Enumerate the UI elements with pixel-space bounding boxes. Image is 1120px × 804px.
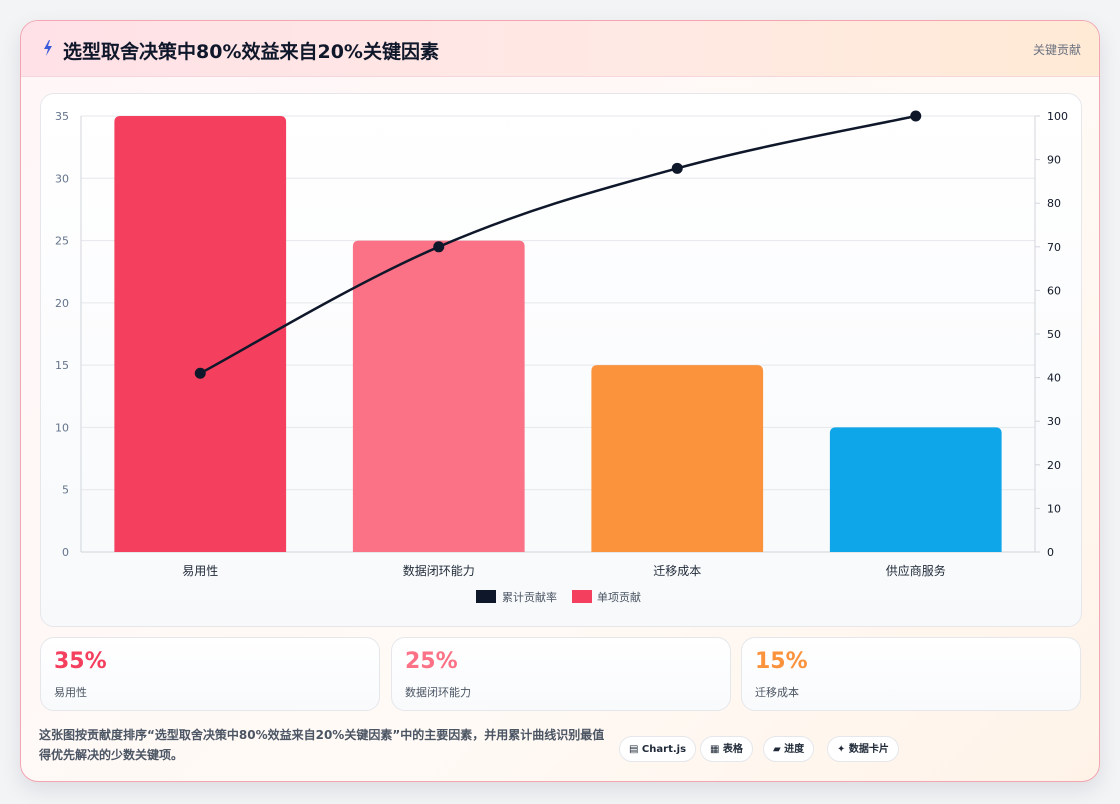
y-right-tick-label: 100	[1047, 110, 1068, 123]
stat-label: 易用性	[54, 686, 87, 699]
y-right-tick-label: 0	[1047, 546, 1054, 559]
card-header: 选型取舍决策中80%效益来自20%关键因素 关键贡献	[21, 21, 1099, 77]
y-right-tick-label: 30	[1047, 415, 1061, 428]
stat-value: 35%	[54, 649, 107, 674]
y-left-tick-label: 15	[55, 359, 69, 372]
y-right-tick-label: 10	[1047, 502, 1061, 515]
legend-label-cumulative: 累计贡献率	[502, 590, 557, 604]
y-left-tick-label: 25	[55, 235, 69, 248]
y-left-tick-label: 35	[55, 110, 69, 123]
y-left-tick-label: 10	[55, 421, 69, 434]
stat-value: 25%	[405, 649, 458, 674]
dashboard-card: 选型取舍决策中80%效益来自20%关键因素 关键贡献 0 5 10 15 20 25 30 3…	[20, 20, 1100, 782]
y-left-tick-label: 5	[62, 484, 69, 497]
stat-value: 15%	[755, 649, 808, 674]
y-left-tick-label: 30	[55, 172, 69, 185]
stat-card-3: 15% 迁移成本	[741, 637, 1081, 711]
x-category-label: 供应商服务	[886, 563, 946, 578]
y-right-tick-label: 90	[1047, 154, 1061, 167]
y-right-tick-label: 60	[1047, 284, 1061, 297]
lightning-icon	[44, 40, 52, 56]
chart-description: 这张图按贡献度排序“选型取舍决策中80%效益来自20%关键因素”中的主要因素，并…	[39, 728, 605, 762]
cumulative-point	[910, 110, 922, 122]
bar-2	[352, 240, 525, 553]
y-right-tick-label: 80	[1047, 197, 1061, 210]
cumulative-point	[433, 241, 445, 253]
y-right-tick-label: 20	[1047, 459, 1061, 472]
pareto-chart: 0 5 10 15 20 25 30 35 0 10 20 30 40 50 60 70 80 90 100 易用性 数…	[55, 110, 1068, 604]
cumulative-point	[194, 367, 206, 379]
header-tag: 关键贡献	[1032, 43, 1081, 57]
legend-label-single: 单项贡献	[597, 590, 641, 604]
legend-swatch-cumulative	[476, 590, 496, 603]
bar-1	[114, 116, 287, 552]
stat-label: 迁移成本	[755, 686, 799, 699]
pill-progress[interactable]: ▰ 进度	[763, 736, 815, 762]
bar-3	[591, 365, 764, 552]
stat-card-1: 35% 易用性	[40, 637, 380, 711]
legend-swatch-single	[572, 590, 592, 603]
y-left-tick-label: 20	[55, 297, 69, 310]
pill-chartjs[interactable]: ▤ Chart.js	[619, 736, 697, 762]
stat-label: 数据闭环能力	[405, 686, 471, 699]
y-left-tick-label: 0	[62, 546, 69, 559]
x-category-label: 迁移成本	[653, 564, 701, 578]
bar-4	[829, 427, 1002, 552]
pill-table[interactable]: ▦ 表格	[700, 736, 753, 762]
x-category-label: 易用性	[182, 564, 218, 578]
stat-card-2: 25% 数据闭环能力	[391, 637, 731, 711]
y-right-tick-label: 70	[1047, 241, 1061, 254]
cumulative-line	[199, 114, 917, 375]
y-right-tick-label: 50	[1047, 328, 1061, 341]
y-right-tick-label: 40	[1047, 372, 1061, 385]
chart-title: 选型取舍决策中80%效益来自20%关键因素	[63, 41, 439, 63]
chart-container: 0 5 10 15 20 25 30 35 0 10 20 30 40 50 60 70 80 90 100 易用性 数…	[40, 93, 1082, 627]
x-category-label: 数据闭环能力	[403, 563, 475, 578]
pill-data-card[interactable]: ✦ 数据卡片	[827, 736, 899, 762]
cumulative-point	[671, 162, 683, 174]
